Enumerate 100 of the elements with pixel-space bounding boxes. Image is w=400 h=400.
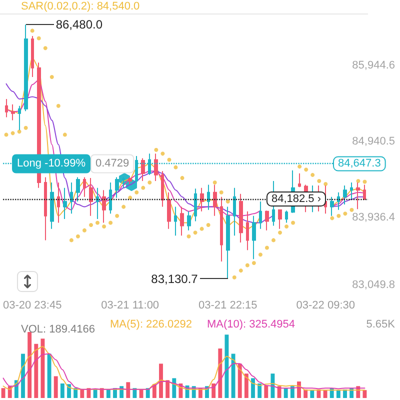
bar — [166, 380, 170, 398]
candlestick — [5, 98, 8, 118]
bar — [323, 390, 328, 398]
point — [304, 168, 308, 172]
bar — [126, 382, 130, 398]
point — [264, 246, 269, 250]
point — [128, 196, 132, 200]
point — [310, 172, 315, 177]
bar — [159, 364, 163, 398]
candlestick — [180, 206, 184, 236]
point — [134, 190, 139, 194]
text: MA(5): 226.0292 — [110, 318, 192, 330]
point — [10, 131, 15, 136]
bar — [34, 344, 38, 398]
bar — [139, 389, 144, 398]
point — [298, 164, 302, 169]
annotation: Long -10.99% — [17, 158, 86, 170]
candlestick — [70, 182, 73, 214]
bar — [1, 388, 6, 398]
ref-line-label: 84,647.3 — [338, 158, 381, 170]
bar — [258, 383, 262, 398]
point — [69, 238, 74, 242]
bar — [336, 390, 340, 398]
bar — [362, 390, 367, 398]
candlestick — [24, 24, 28, 112]
point — [56, 104, 60, 108]
point — [17, 130, 22, 134]
point — [36, 36, 41, 40]
candlestick — [44, 176, 47, 241]
candlestick — [154, 153, 158, 182]
candlestick — [174, 206, 177, 236]
bar — [310, 390, 314, 398]
candlestick — [298, 172, 301, 188]
bar — [172, 378, 176, 398]
candlestick — [161, 170, 164, 208]
point — [245, 263, 250, 268]
point — [317, 178, 322, 183]
candlestick — [122, 176, 125, 188]
ref-line-label: 84,182.5 › — [271, 193, 322, 206]
candlestick — [63, 187, 67, 220]
point — [278, 230, 282, 235]
point — [343, 212, 348, 216]
x-tick-label: 03-21 11:00 — [101, 300, 160, 312]
bar — [264, 385, 268, 398]
candlestick — [226, 206, 230, 280]
point — [258, 252, 262, 257]
point — [154, 148, 158, 152]
point — [219, 190, 224, 194]
candlestick — [363, 184, 366, 200]
point — [362, 180, 367, 184]
bar — [40, 338, 45, 398]
candlestick — [337, 192, 340, 210]
candlestick — [246, 210, 249, 251]
point — [193, 230, 198, 235]
point — [115, 214, 120, 218]
candlestick — [265, 210, 269, 231]
candlestick — [167, 192, 171, 230]
series-label: SAR(0.02,0.2): 84,540.0 — [21, 0, 140, 12]
point — [174, 165, 178, 170]
chart-title: VOL: 189.4166 — [21, 324, 96, 336]
annotation: 86,480.0 — [56, 18, 103, 32]
point — [122, 204, 126, 209]
point — [89, 223, 93, 228]
candlestick — [96, 187, 99, 220]
candlestick — [207, 184, 210, 210]
point — [350, 208, 354, 212]
point — [82, 228, 86, 232]
x-tick-label: 03-20 23:45 — [2, 300, 62, 312]
point — [160, 152, 165, 156]
bar — [277, 386, 282, 398]
point — [284, 224, 289, 229]
point — [4, 132, 8, 137]
bar — [218, 348, 222, 398]
point — [76, 234, 80, 238]
point — [200, 226, 204, 231]
text: MA(10): 325.4954 — [206, 318, 296, 330]
point — [141, 186, 146, 190]
bar — [106, 389, 110, 398]
point — [43, 46, 48, 50]
y-tick-label: 83,936.4 — [352, 212, 395, 224]
candlestick — [330, 196, 334, 216]
candlestick — [31, 36, 34, 78]
bar — [270, 374, 275, 398]
point — [24, 126, 28, 130]
bar — [212, 383, 216, 398]
point — [226, 199, 230, 204]
point — [291, 220, 296, 225]
text: 5.65K — [366, 318, 396, 330]
bar — [54, 376, 58, 398]
bar — [67, 384, 71, 398]
point — [271, 238, 276, 242]
point — [50, 75, 54, 79]
candlestick — [50, 182, 54, 230]
point — [62, 132, 67, 137]
point — [212, 180, 217, 185]
candlestick — [252, 215, 256, 260]
candlestick — [76, 176, 80, 202]
point — [324, 182, 328, 186]
candlestick — [11, 104, 15, 121]
bar — [244, 374, 248, 398]
